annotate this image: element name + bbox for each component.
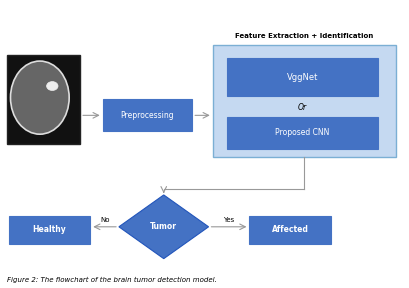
Circle shape [47,82,58,90]
Polygon shape [119,195,209,259]
Text: Healthy: Healthy [33,226,67,234]
Text: Figure 2: The flowchart of the brain tumor detection model.: Figure 2: The flowchart of the brain tum… [7,276,217,283]
Text: Tumor: Tumor [150,222,177,231]
Text: Feature Extraction + Identification: Feature Extraction + Identification [235,33,373,39]
Text: No: No [100,217,109,223]
Text: VggNet: VggNet [287,73,318,82]
FancyBboxPatch shape [7,55,80,144]
Text: Yes: Yes [223,217,235,223]
FancyBboxPatch shape [103,99,192,131]
Text: Affected: Affected [272,226,308,234]
FancyBboxPatch shape [9,216,90,244]
Text: Or: Or [298,103,307,112]
FancyBboxPatch shape [227,117,378,149]
FancyBboxPatch shape [249,216,331,244]
FancyBboxPatch shape [213,45,396,157]
FancyBboxPatch shape [227,58,378,96]
Text: Proposed CNN: Proposed CNN [275,128,330,137]
Text: Preprocessing: Preprocessing [121,111,174,120]
Ellipse shape [11,61,69,134]
